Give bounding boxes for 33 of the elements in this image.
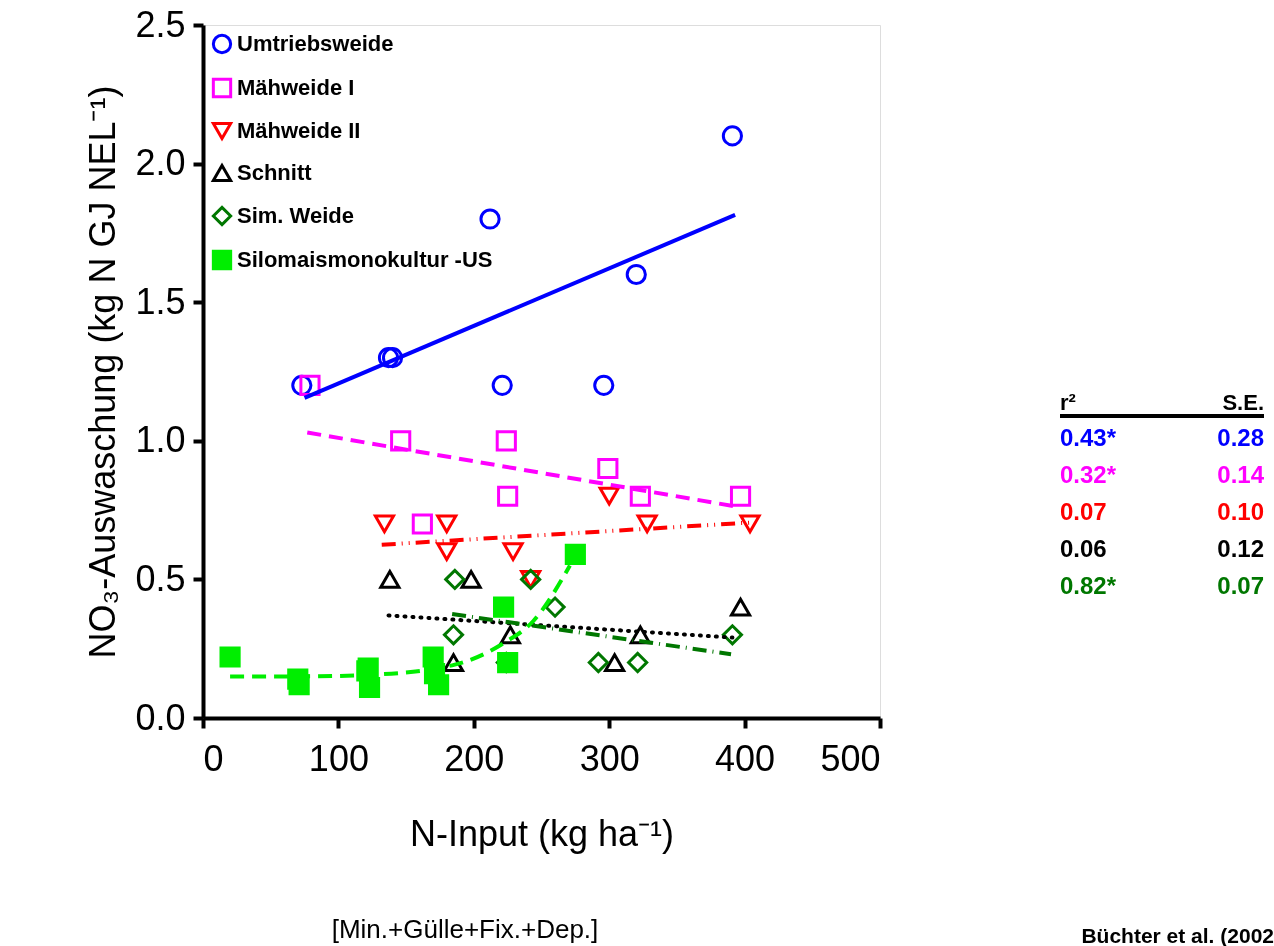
x-tick-label: 0	[203, 737, 224, 779]
y-tick-label: 2.0	[135, 142, 186, 184]
y-tick-label: 2.5	[135, 3, 186, 45]
text: 0.10	[1217, 498, 1264, 525]
y-tick-label: 0.0	[135, 696, 186, 738]
legend-label: Schnitt	[237, 160, 313, 185]
text: [Min.+Gülle+Fix.+Dep.]	[331, 914, 599, 944]
x-tick-label: 200	[444, 737, 505, 779]
text: 0.28	[1217, 424, 1264, 451]
text: 0.12	[1217, 535, 1264, 562]
text: S.E.	[1222, 390, 1264, 415]
x-tick-label: 100	[308, 737, 369, 779]
y-tick-label: 1.0	[135, 419, 186, 461]
legend-label: Mähweide I	[237, 75, 355, 100]
text: 0.07	[1060, 498, 1107, 525]
text: 0.32*	[1060, 461, 1117, 488]
text: 0.07	[1217, 572, 1264, 599]
text: 0.14	[1217, 461, 1265, 488]
legend-label: Mähweide II	[237, 118, 361, 143]
x-tick-label: 500	[820, 737, 881, 779]
y-tick-label: 1.5	[135, 280, 186, 322]
legend-label: Sim. Weide	[237, 203, 354, 228]
y-axis-title: NO₃-Auswaschung (kg N GJ NEL⁻¹)	[82, 85, 124, 659]
x-tick-label: 400	[715, 737, 776, 779]
text: 0.43*	[1060, 424, 1117, 451]
legend-label: Silomaismonokultur -US	[237, 247, 493, 272]
legend-label: Umtriebsweide	[237, 31, 394, 56]
text: 0.82*	[1060, 572, 1117, 599]
text: 0.06	[1060, 535, 1107, 562]
x-tick-label: 300	[579, 737, 640, 779]
text: r²	[1060, 390, 1076, 415]
x-axis-title: N-Input (kg ha⁻¹)	[409, 812, 675, 854]
y-tick-label: 0.5	[135, 557, 186, 599]
